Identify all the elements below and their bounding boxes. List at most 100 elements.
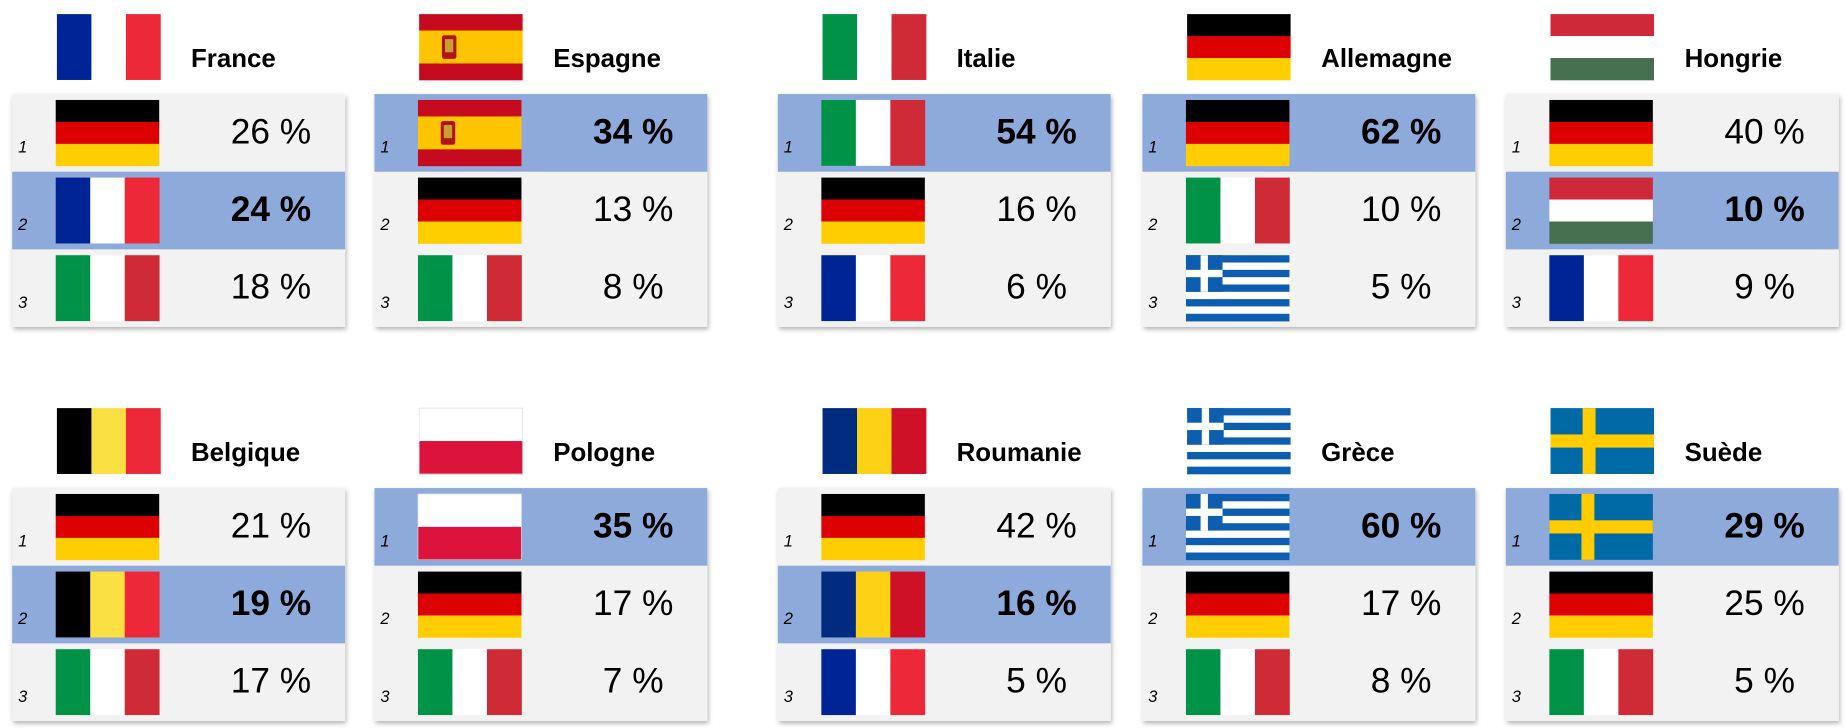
flag-stripe	[1550, 58, 1655, 81]
flag-stripe	[55, 255, 91, 322]
rank: 3	[1148, 294, 1157, 312]
flag-stripe	[55, 99, 160, 123]
percentage: 21 %	[231, 506, 311, 545]
flag-stripe	[1185, 530, 1290, 539]
flag-stripe	[1549, 199, 1653, 222]
row-flag	[1185, 177, 1290, 244]
percentage: 62 %	[1361, 112, 1441, 151]
flag-stripe	[1185, 593, 1290, 616]
row-flag	[55, 99, 160, 167]
flag-stripe	[125, 14, 161, 80]
header-flag	[1550, 408, 1655, 474]
flag-stripe	[1185, 615, 1290, 638]
flag-stripe	[124, 649, 160, 716]
flag-cross	[1550, 434, 1655, 448]
panel-title: Belgique	[191, 439, 300, 467]
flag-stripe	[419, 441, 523, 475]
rank: 1	[1148, 533, 1157, 551]
percentage: 42 %	[996, 506, 1076, 545]
percentage: 17 %	[231, 662, 311, 701]
flag-stripe	[452, 649, 488, 716]
flag-stripe	[1185, 523, 1290, 531]
flag-stripe	[1254, 649, 1290, 716]
percentage: 6 %	[1006, 268, 1067, 307]
flag-stripe	[890, 99, 926, 166]
flag-emblem	[445, 39, 454, 53]
rank: 1	[784, 139, 793, 157]
row-flag	[417, 255, 522, 322]
flag-stripe	[890, 571, 926, 638]
rank: 3	[784, 294, 793, 312]
header-flag	[822, 408, 927, 474]
panel-title: Espagne	[553, 45, 661, 73]
flag-stripe	[1187, 452, 1291, 460]
flag-stripe	[417, 116, 522, 150]
flag-stripe	[890, 255, 926, 322]
flag-stripe	[1187, 408, 1291, 416]
flag-stripe	[55, 177, 91, 244]
row-flag	[55, 255, 160, 322]
flag-stripe	[1185, 537, 1290, 546]
panel: Belgique 1 21 % 2 19 % 3 17 %	[12, 408, 346, 721]
percentage: 8 %	[1371, 662, 1432, 701]
flag-stripe	[1549, 121, 1653, 145]
flag-stripe	[1185, 299, 1290, 307]
flag-stripe	[55, 143, 160, 167]
percentage: 5 %	[1734, 662, 1795, 701]
flag-stripe	[1187, 437, 1291, 446]
flag-stripe	[855, 99, 891, 166]
percentage: 26 %	[231, 112, 311, 151]
rank: 3	[18, 688, 27, 706]
flag-stripe	[90, 177, 126, 244]
flag-cross	[1185, 269, 1223, 278]
flag-stripe	[90, 571, 126, 638]
flag-stripe	[891, 408, 927, 474]
flag-stripe	[1185, 508, 1290, 517]
flag-stripe	[1187, 14, 1291, 37]
header-flag	[418, 407, 523, 475]
row-flag	[1185, 649, 1290, 716]
rank: 3	[1148, 688, 1157, 706]
rank: 2	[17, 216, 27, 234]
flag-stripe	[417, 649, 453, 716]
row-flag	[417, 493, 522, 561]
row-flag	[417, 99, 522, 167]
panel-title: Grèce	[1321, 439, 1394, 467]
flag-stripe	[1549, 177, 1653, 200]
row-flag	[1185, 571, 1290, 638]
flag-stripe	[417, 255, 453, 322]
flag-stripe	[91, 14, 127, 80]
rank: 1	[380, 139, 389, 157]
percentage: 17 %	[593, 584, 673, 623]
row-flag	[1549, 255, 1654, 322]
panel: Hongrie 1 40 % 2 10 % 3 9 %	[1505, 14, 1839, 327]
flag-stripe	[822, 408, 858, 474]
panel: Suède 1 29 % 2 25 % 3 5 %	[1505, 408, 1839, 721]
flag-stripe	[1185, 269, 1290, 278]
flag-stripe	[417, 593, 522, 616]
flag-stripe	[452, 255, 488, 322]
panel-title: Suède	[1685, 439, 1763, 467]
row-flag	[1185, 99, 1290, 167]
row-flag	[417, 649, 522, 716]
flag-stripe	[1583, 649, 1619, 716]
row-flag	[1549, 571, 1653, 638]
flag-stripe	[1187, 58, 1291, 81]
flag-stripe	[821, 571, 857, 638]
rank: 3	[1512, 688, 1521, 706]
header-flag	[1550, 14, 1655, 81]
flag-stripe	[1185, 143, 1290, 167]
flag-border	[417, 493, 522, 561]
flag-stripe	[90, 255, 126, 322]
flag-emblem	[443, 124, 453, 139]
row-flag	[1549, 99, 1653, 167]
flag-stripe	[1187, 415, 1291, 424]
flag-stripe	[1187, 36, 1291, 59]
flag-stripe	[1185, 262, 1290, 271]
row-flag	[1549, 493, 1653, 560]
panel: Espagne 1 34 % 2 13 % 3 8 %	[374, 14, 708, 327]
flag-stripe	[55, 493, 160, 517]
header-flag	[1187, 408, 1291, 475]
percentage: 17 %	[1361, 584, 1441, 623]
